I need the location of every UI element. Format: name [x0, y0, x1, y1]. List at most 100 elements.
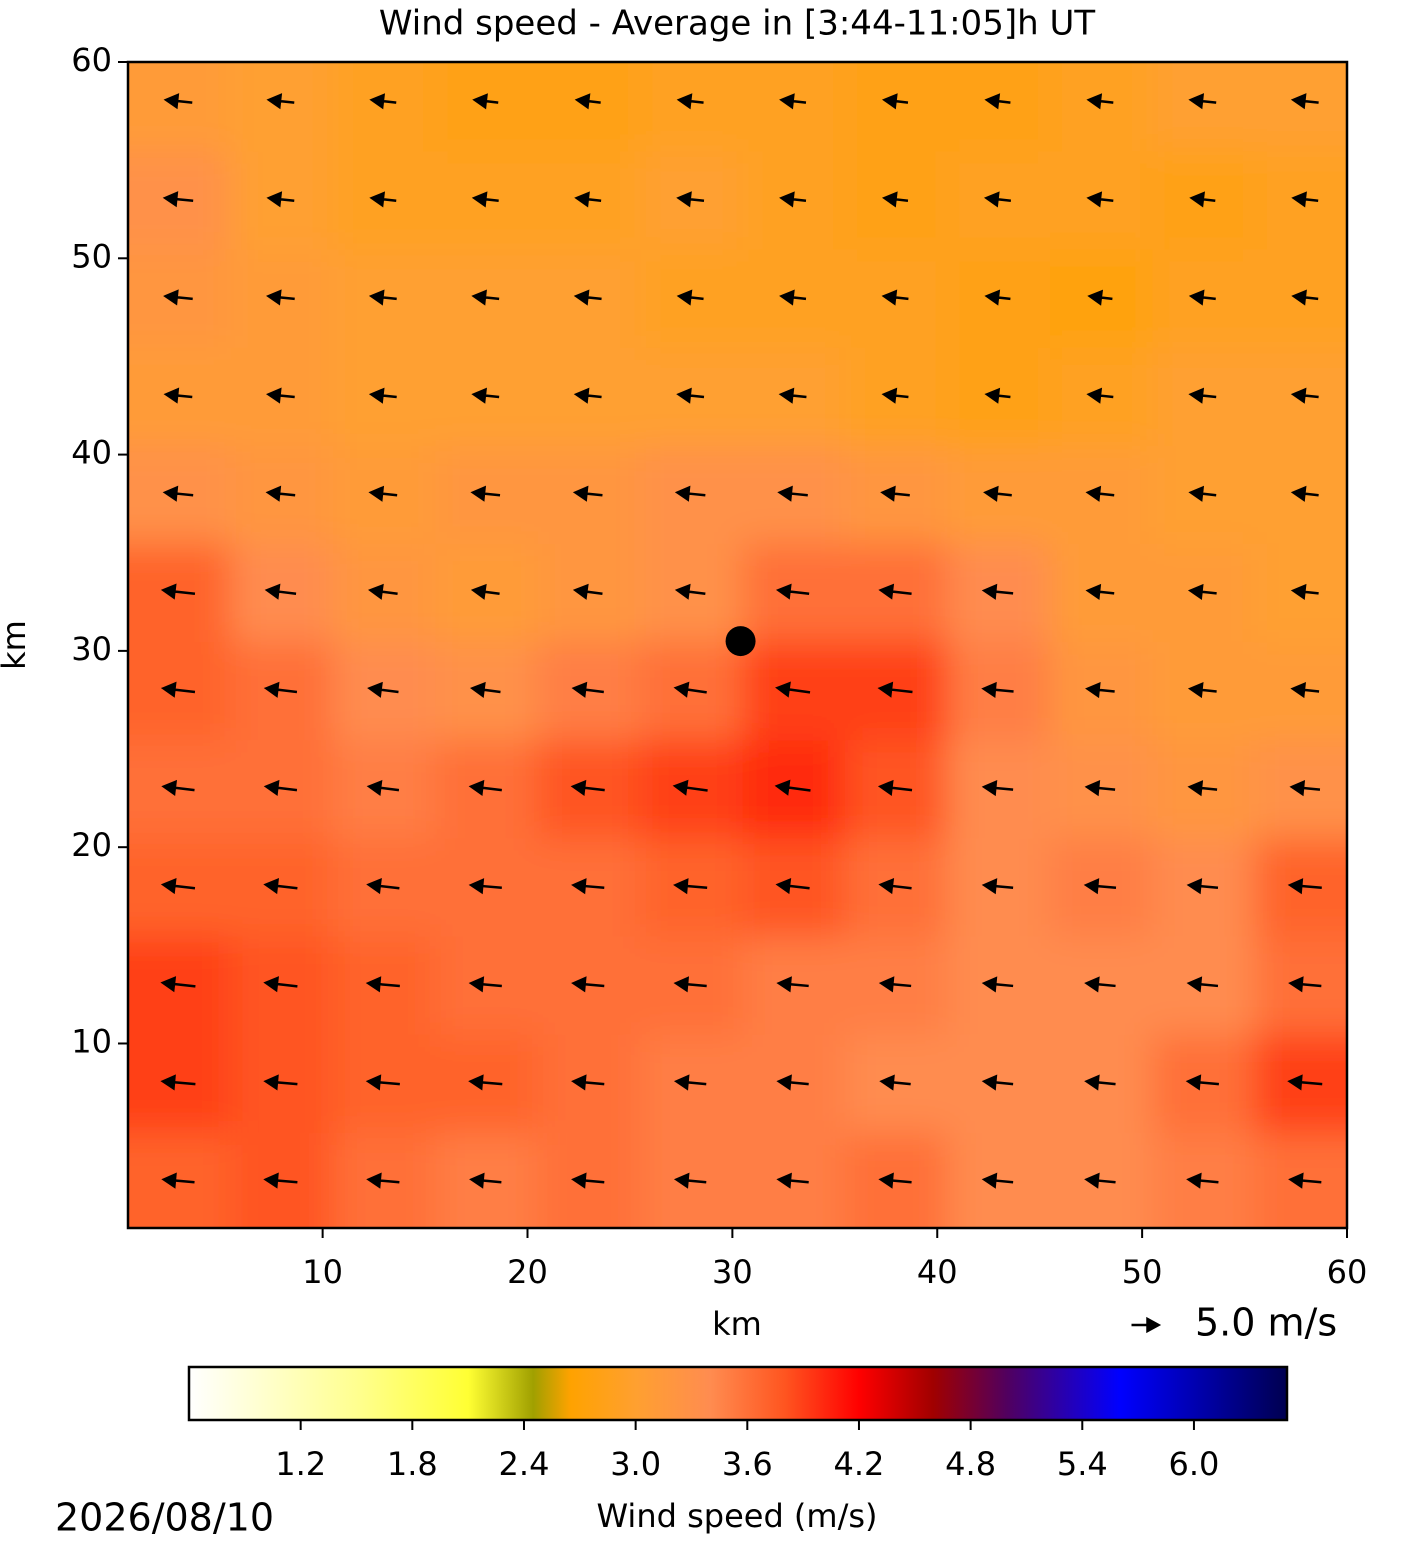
- x-tick-label: 50: [1122, 1253, 1163, 1291]
- y-axis-label: km: [0, 620, 33, 670]
- colorbar-tick-label: 4.2: [834, 1445, 885, 1483]
- wind-arrow: [1087, 289, 1113, 306]
- wind-arrow: [366, 779, 400, 797]
- plot-frame: [126, 60, 1349, 1230]
- wind-arrow: [779, 93, 807, 110]
- wind-arrow: [777, 485, 808, 502]
- wind-arrow: [571, 878, 605, 895]
- wind-arrow: [1084, 976, 1116, 993]
- wind-arrow: [1187, 583, 1217, 600]
- date: 2026/08/10: [55, 1496, 274, 1540]
- wind-arrow: [881, 93, 909, 110]
- wind-arrow: [263, 779, 298, 796]
- wind-arrow: [472, 93, 499, 110]
- wind-arrow: [266, 93, 295, 110]
- wind-arrow: [263, 1172, 298, 1189]
- wind-arrow: [163, 387, 193, 404]
- quiver: [160, 93, 1323, 1189]
- wind-arrow: [571, 976, 605, 993]
- heatmap-cell: [1254, 641, 1347, 741]
- wind-arrow: [1084, 1172, 1116, 1189]
- wind-arrow: [365, 976, 400, 993]
- heatmap-cell: [1049, 1131, 1154, 1228]
- wind-arrow: [778, 387, 807, 404]
- wind-arrow: [878, 1172, 912, 1189]
- wind-arrow: [471, 387, 500, 404]
- wind-arrow: [160, 1074, 196, 1091]
- wind-arrow: [573, 289, 602, 306]
- wind-arrow: [1086, 387, 1114, 404]
- wind-arrow: [571, 681, 604, 698]
- heatmap-cell: [1254, 62, 1347, 152]
- y-tick-label: 50: [71, 237, 112, 275]
- wind-arrow: [1287, 878, 1322, 895]
- wind-arrow: [1086, 93, 1114, 110]
- wind-arrow: [1188, 387, 1217, 404]
- wind-arrow: [571, 1074, 605, 1091]
- colorbar-tick-label: 2.4: [499, 1445, 550, 1483]
- colorbar-tick-label: 3.6: [722, 1445, 773, 1483]
- wind-arrow: [1186, 1172, 1219, 1189]
- heatmap-cell: [640, 1131, 744, 1228]
- wind-arrow: [161, 1172, 195, 1189]
- wind-arrow: [162, 485, 194, 502]
- wind-arrow: [161, 779, 195, 796]
- wind-arrow: [879, 1074, 911, 1091]
- wind-arrow: [673, 681, 707, 698]
- heatmap-cell: [742, 62, 847, 152]
- colorbar-tick-label: 3.0: [610, 1445, 661, 1483]
- wind-arrow: [981, 681, 1014, 698]
- wind-arrow: [470, 583, 500, 600]
- wind-arrow: [776, 976, 809, 993]
- heatmap-cell: [947, 62, 1051, 152]
- wind-arrow: [673, 1172, 707, 1189]
- wind-arrow: [572, 583, 603, 600]
- wind-arrow: [266, 191, 295, 208]
- wind-arrow: [574, 191, 602, 208]
- wind-arrow: [881, 191, 909, 208]
- wind-arrow: [673, 878, 708, 895]
- wind-arrow: [368, 387, 397, 404]
- wind-arrow: [983, 191, 1011, 208]
- wind-arrow: [676, 387, 705, 404]
- wind-arrow: [160, 877, 196, 895]
- wind-arrow: [880, 485, 910, 502]
- wind-arrow: [674, 583, 706, 600]
- wind-arrow: [160, 681, 196, 698]
- wind-arrow: [1083, 878, 1117, 895]
- wind-arrow: [878, 878, 912, 895]
- y-tick-label: 40: [71, 434, 112, 472]
- wind-arrow: [981, 878, 1014, 895]
- wind-arrow: [468, 976, 502, 993]
- heatmap-cell: [1254, 248, 1347, 348]
- heatmap-cell: [1254, 837, 1347, 937]
- wind-arrow: [366, 878, 400, 895]
- colorbar-label: Wind speed (m/s): [596, 1497, 877, 1535]
- wind-arrow: [1290, 387, 1319, 404]
- wind-arrow: [468, 779, 502, 796]
- x-axis-label: km: [712, 1305, 762, 1343]
- y-tick-label: 20: [71, 826, 112, 864]
- y-tick-label: 60: [71, 41, 112, 79]
- wind-arrow: [1084, 780, 1116, 797]
- wind-arrow: [1289, 780, 1321, 797]
- heatmap-cell: [435, 62, 539, 152]
- wind-arrow: [573, 387, 602, 404]
- wind-arrow: [265, 485, 296, 502]
- wind-arrow: [676, 191, 705, 208]
- wind-arrow: [981, 780, 1014, 797]
- x-tick-label: 10: [302, 1253, 343, 1291]
- wind-arrow: [776, 1172, 809, 1189]
- wind-arrow: [368, 583, 398, 600]
- wind-arrow: [571, 1172, 605, 1189]
- wind-arrow: [264, 583, 297, 600]
- wind-arrow: [983, 485, 1012, 502]
- colorbar-tick-label: 4.8: [945, 1445, 996, 1483]
- wind-arrow: [365, 1074, 400, 1091]
- wind-arrow: [881, 387, 909, 404]
- wind-arrow: [263, 976, 298, 993]
- wind-arrow: [881, 289, 909, 306]
- heatmap-cell: [845, 1131, 949, 1228]
- wind-arrow: [266, 387, 295, 404]
